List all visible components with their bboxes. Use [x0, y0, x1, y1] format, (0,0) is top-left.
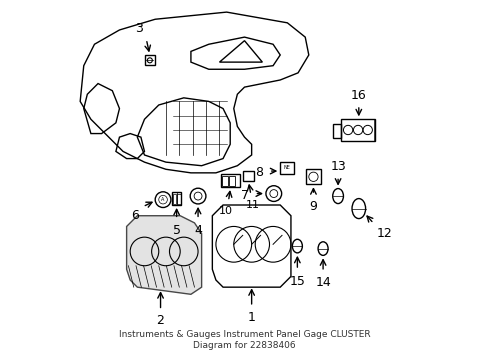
Text: 15: 15 — [289, 275, 305, 288]
Text: 12: 12 — [376, 227, 391, 240]
Text: Instruments & Gauges Instrument Panel Gage CLUSTER
Diagram for 22838406: Instruments & Gauges Instrument Panel Ga… — [119, 330, 369, 350]
Text: 6: 6 — [131, 209, 139, 222]
Text: 4: 4 — [194, 224, 202, 237]
Text: 16: 16 — [350, 89, 366, 102]
Bar — [222, 176, 227, 186]
Text: 13: 13 — [329, 160, 345, 173]
Bar — [332, 124, 340, 138]
Bar — [172, 192, 181, 205]
Bar — [177, 194, 180, 204]
Bar — [144, 55, 155, 65]
Polygon shape — [126, 216, 201, 294]
Text: NE: NE — [283, 165, 289, 170]
Text: 1: 1 — [247, 311, 255, 324]
Bar — [305, 169, 320, 184]
Text: 2: 2 — [156, 314, 164, 327]
Text: A: A — [161, 197, 164, 202]
Text: 8: 8 — [255, 166, 263, 179]
Text: 5: 5 — [172, 224, 180, 237]
Bar — [279, 162, 293, 174]
Bar — [221, 174, 240, 187]
Text: 7: 7 — [240, 189, 248, 202]
Bar — [340, 119, 374, 141]
Bar — [243, 171, 253, 181]
Text: 9: 9 — [309, 200, 317, 213]
Bar — [229, 176, 235, 186]
Text: 11: 11 — [245, 200, 259, 210]
Bar — [173, 194, 176, 204]
Text: 10: 10 — [219, 206, 232, 216]
Text: 3: 3 — [135, 22, 143, 35]
Text: 14: 14 — [315, 276, 330, 289]
